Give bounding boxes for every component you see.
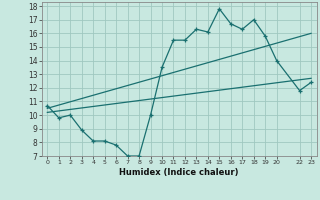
- X-axis label: Humidex (Indice chaleur): Humidex (Indice chaleur): [119, 168, 239, 177]
